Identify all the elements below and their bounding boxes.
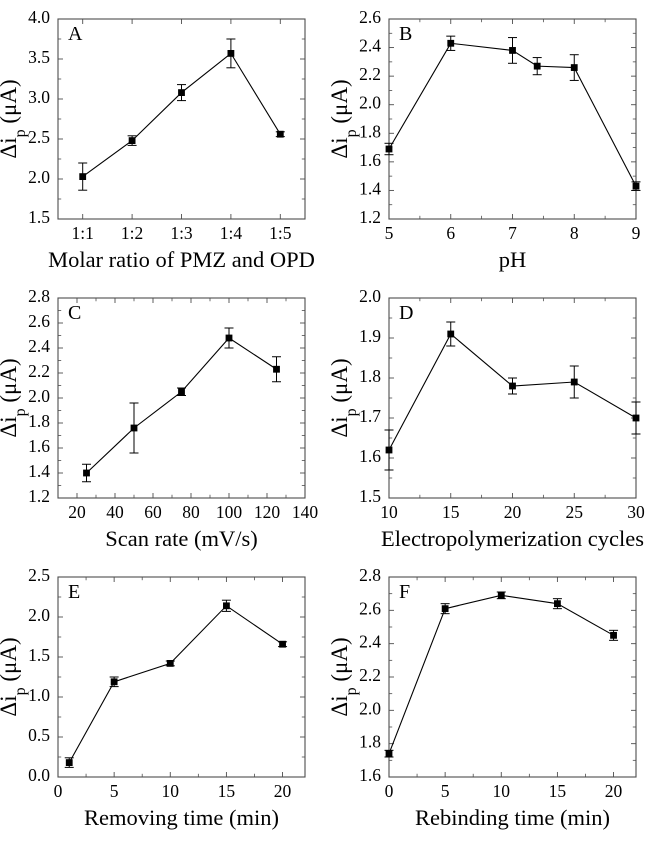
- svg-text:C: C: [68, 302, 81, 324]
- svg-text:0: 0: [54, 781, 63, 801]
- svg-text:1.2: 1.2: [359, 207, 381, 227]
- svg-text:Removing time (min): Removing time (min): [84, 805, 279, 830]
- svg-text:Δip (μA): Δip (μA): [331, 637, 360, 716]
- svg-text:8: 8: [570, 223, 579, 243]
- svg-text:1.4: 1.4: [359, 178, 381, 198]
- svg-text:5: 5: [110, 781, 119, 801]
- svg-text:140: 140: [292, 502, 319, 522]
- svg-text:20: 20: [504, 502, 522, 522]
- svg-text:1.6: 1.6: [28, 436, 50, 456]
- svg-text:1.5: 1.5: [359, 486, 381, 506]
- svg-text:10: 10: [380, 502, 398, 522]
- svg-text:1.8: 1.8: [28, 411, 50, 431]
- svg-text:Scan rate (mV/s): Scan rate (mV/s): [105, 526, 257, 551]
- svg-text:1.5: 1.5: [28, 207, 50, 227]
- svg-text:2.6: 2.6: [359, 7, 381, 27]
- svg-text:20: 20: [68, 502, 86, 522]
- svg-text:120: 120: [254, 502, 281, 522]
- svg-text:2.5: 2.5: [28, 127, 50, 147]
- svg-text:Rebinding time (min): Rebinding time (min): [415, 805, 610, 830]
- svg-text:1.2: 1.2: [28, 486, 50, 506]
- svg-text:0: 0: [385, 781, 394, 801]
- svg-text:A: A: [68, 23, 83, 45]
- svg-text:B: B: [399, 23, 412, 45]
- svg-text:Δip (μA): Δip (μA): [0, 79, 29, 158]
- svg-text:2.0: 2.0: [359, 286, 381, 306]
- svg-text:9: 9: [632, 223, 641, 243]
- svg-text:2.0: 2.0: [359, 93, 381, 113]
- svg-text:1:2: 1:2: [121, 223, 143, 243]
- svg-text:15: 15: [549, 781, 567, 801]
- svg-text:0.0: 0.0: [28, 765, 50, 785]
- svg-text:pH: pH: [499, 247, 527, 272]
- svg-text:2.2: 2.2: [359, 64, 381, 84]
- svg-text:20: 20: [274, 781, 292, 801]
- svg-text:2.4: 2.4: [359, 36, 381, 56]
- svg-text:1.6: 1.6: [359, 150, 381, 170]
- svg-text:1.6: 1.6: [359, 765, 381, 785]
- svg-text:3.0: 3.0: [28, 87, 50, 107]
- svg-text:60: 60: [144, 502, 162, 522]
- svg-text:15: 15: [442, 502, 460, 522]
- svg-text:1:1: 1:1: [72, 223, 94, 243]
- svg-text:80: 80: [182, 502, 200, 522]
- svg-text:3.5: 3.5: [28, 47, 50, 67]
- svg-text:2.6: 2.6: [28, 311, 50, 331]
- svg-text:Molar ratio of PMZ and OPD: Molar ratio of PMZ and OPD: [48, 247, 315, 272]
- svg-text:5: 5: [385, 223, 394, 243]
- svg-text:2.0: 2.0: [28, 167, 50, 187]
- svg-text:2.8: 2.8: [359, 565, 381, 585]
- svg-text:Δip (μA): Δip (μA): [0, 637, 29, 716]
- svg-text:1:5: 1:5: [269, 223, 292, 243]
- svg-text:1.8: 1.8: [359, 121, 381, 141]
- svg-text:Electropolymerization cycles: Electropolymerization cycles: [381, 526, 644, 551]
- svg-text:F: F: [399, 581, 410, 603]
- svg-text:2.8: 2.8: [28, 286, 50, 306]
- svg-text:20: 20: [605, 781, 623, 801]
- svg-text:1.9: 1.9: [359, 326, 381, 346]
- svg-text:15: 15: [218, 781, 236, 801]
- svg-text:0.5: 0.5: [28, 725, 50, 745]
- svg-text:7: 7: [508, 223, 517, 243]
- svg-text:10: 10: [162, 781, 180, 801]
- svg-text:1.8: 1.8: [359, 366, 381, 386]
- svg-text:2.0: 2.0: [28, 605, 50, 625]
- svg-text:30: 30: [627, 502, 645, 522]
- svg-text:1.6: 1.6: [359, 446, 381, 466]
- svg-text:2.5: 2.5: [28, 565, 50, 585]
- svg-text:1.4: 1.4: [28, 461, 50, 481]
- svg-text:2.4: 2.4: [359, 632, 381, 652]
- svg-text:1:3: 1:3: [170, 223, 193, 243]
- svg-text:1.5: 1.5: [28, 645, 50, 665]
- svg-text:10: 10: [493, 781, 511, 801]
- svg-text:2.6: 2.6: [359, 598, 381, 618]
- svg-text:100: 100: [216, 502, 243, 522]
- svg-text:Δip (μA): Δip (μA): [331, 358, 360, 437]
- svg-text:40: 40: [106, 502, 124, 522]
- svg-text:1:4: 1:4: [220, 223, 243, 243]
- svg-text:1.0: 1.0: [28, 685, 50, 705]
- svg-text:4.0: 4.0: [28, 7, 50, 27]
- svg-text:2.0: 2.0: [359, 698, 381, 718]
- svg-text:2.2: 2.2: [359, 665, 381, 685]
- svg-text:Δip (μA): Δip (μA): [331, 79, 360, 158]
- svg-text:D: D: [399, 302, 413, 324]
- svg-text:2.4: 2.4: [28, 336, 50, 356]
- svg-text:E: E: [68, 581, 80, 603]
- svg-text:6: 6: [446, 223, 455, 243]
- svg-text:2.0: 2.0: [28, 386, 50, 406]
- svg-text:2.2: 2.2: [28, 361, 50, 381]
- svg-text:1.7: 1.7: [359, 406, 381, 426]
- svg-text:1.8: 1.8: [359, 732, 381, 752]
- svg-text:Δip (μA): Δip (μA): [0, 358, 29, 437]
- svg-text:5: 5: [441, 781, 450, 801]
- svg-text:25: 25: [566, 502, 584, 522]
